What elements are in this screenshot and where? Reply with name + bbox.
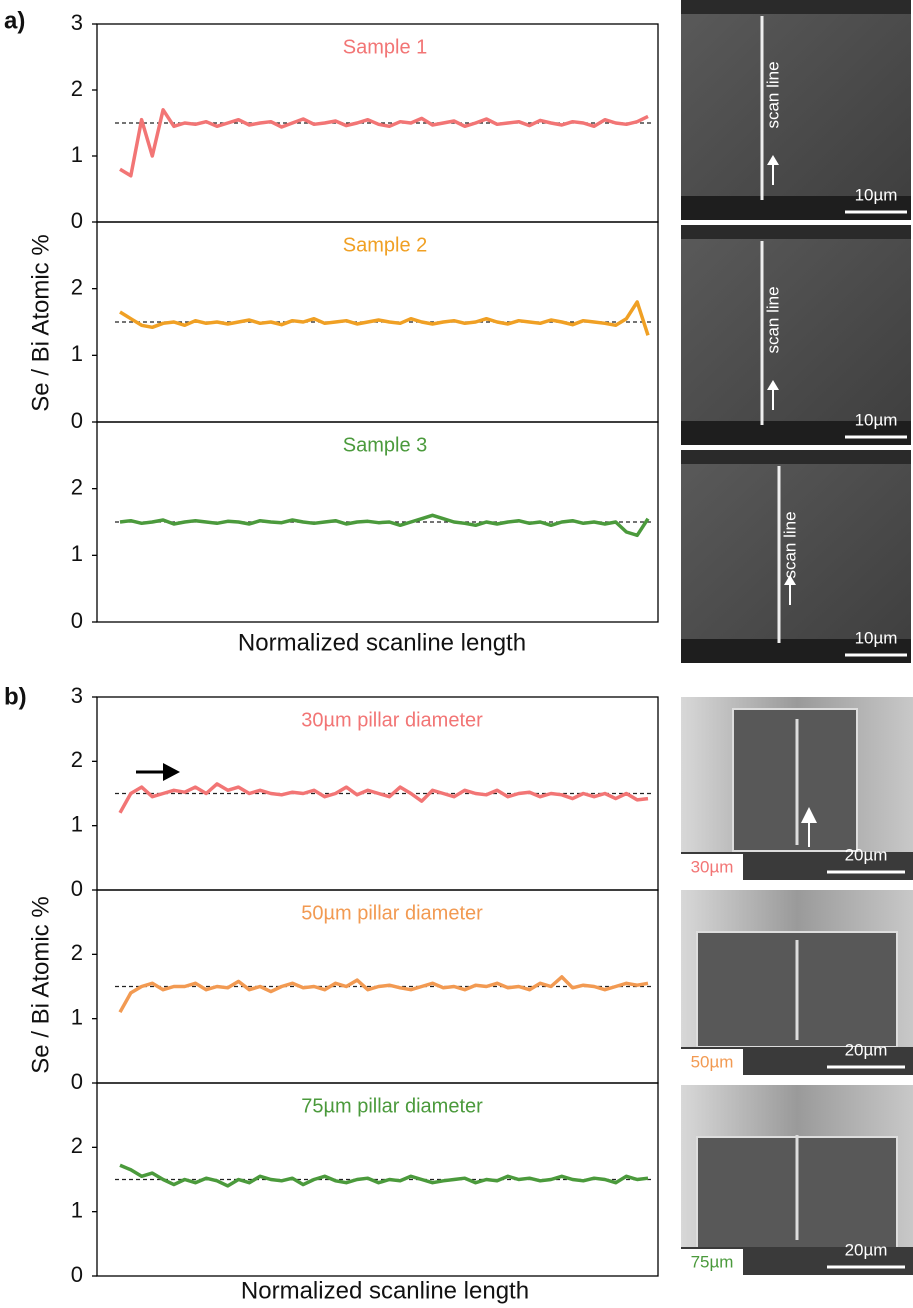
sem-image: scan line 10µm [681,0,911,220]
y-tick-label: 2 [71,274,83,299]
image-top [681,0,911,14]
data-line [118,782,649,814]
chart-title: Sample 1 [343,36,428,58]
y-axis-label: Se / Bi Atomic % [27,234,54,411]
y-tick-label: 1 [71,142,83,167]
scale-bar-label: 20µm [845,1040,888,1059]
sem-image: scan line 10µm [681,225,911,445]
y-tick-label: 0 [71,1262,83,1287]
image-bg [681,225,911,445]
size-label: 75µm [691,1252,734,1271]
arrow-head [767,380,779,390]
arrow-head [801,807,817,823]
y-tick-label: 2 [71,474,83,499]
image-bg [681,450,911,663]
size-label-box [681,854,743,880]
scale-bar-label: 10µm [855,628,898,647]
scale-bar-label: 20µm [845,1240,888,1259]
chart-title: 75µm pillar diameter [301,1095,483,1117]
image-top [681,450,911,464]
plot-frame [96,1082,659,1277]
y-tick-label: 2 [71,1133,83,1158]
y-axis-label: Se / Bi Atomic % [27,896,54,1073]
y-tick-label: 0 [71,208,83,233]
panel-label: a) [4,7,25,34]
scan-line-label: scan line [780,511,799,578]
chart-title: 30µm pillar diameter [301,709,483,731]
size-label-box [681,1049,743,1075]
data-line [119,108,649,178]
y-tick-label: 0 [71,1069,83,1094]
image-top [681,225,911,239]
chart-title: Sample 2 [343,234,428,256]
sem-image: 20µm 30µm [681,697,913,880]
size-label-box [681,1249,743,1275]
y-tick-label: 0 [71,876,83,901]
y-tick-label: 2 [71,76,83,101]
image-bg [681,0,911,220]
x-axis-label: Normalized scanline length [241,1277,529,1304]
x-axis-label: Normalized scanline length [238,629,526,656]
scan-line-label: scan line [763,286,782,353]
sem-image: scan line 10µm [681,450,911,663]
y-tick-label: 0 [71,408,83,433]
y-tick-label: 0 [71,608,83,633]
chart-title: 50µm pillar diameter [301,902,483,924]
image-base [681,196,911,220]
y-tick-label: 2 [71,747,83,772]
y-tick-label: 1 [71,811,83,836]
image-base [681,421,911,445]
y-tick-label: 2 [71,940,83,965]
y-tick-label: 3 [71,10,83,35]
plot-frame [96,421,659,623]
y-tick-label: 3 [71,683,83,708]
chart-title: Sample 3 [343,434,428,456]
arrow-head [784,575,796,585]
sem-image: 20µm 50µm [681,890,913,1075]
data-line [119,513,650,538]
arrow-head [767,155,779,165]
y-tick-label: 1 [71,541,83,566]
image-base [681,639,911,663]
scan-line-label: scan line [763,61,782,128]
pillar [732,708,858,852]
size-label: 50µm [691,1052,734,1071]
data-line [119,300,650,336]
data-line [119,1163,649,1188]
scale-bar-label: 20µm [845,845,888,864]
scale-bar-label: 10µm [855,410,898,429]
y-tick-label: 1 [71,1004,83,1029]
y-tick-label: 1 [71,1197,83,1222]
arrow [136,763,180,781]
size-label: 30µm [691,857,734,876]
sem-image: 20µm 75µm [681,1085,913,1275]
data-line [118,975,649,1014]
y-tick-label: 1 [71,341,83,366]
scale-bar-label: 10µm [855,185,898,204]
panel-label: b) [4,683,27,710]
